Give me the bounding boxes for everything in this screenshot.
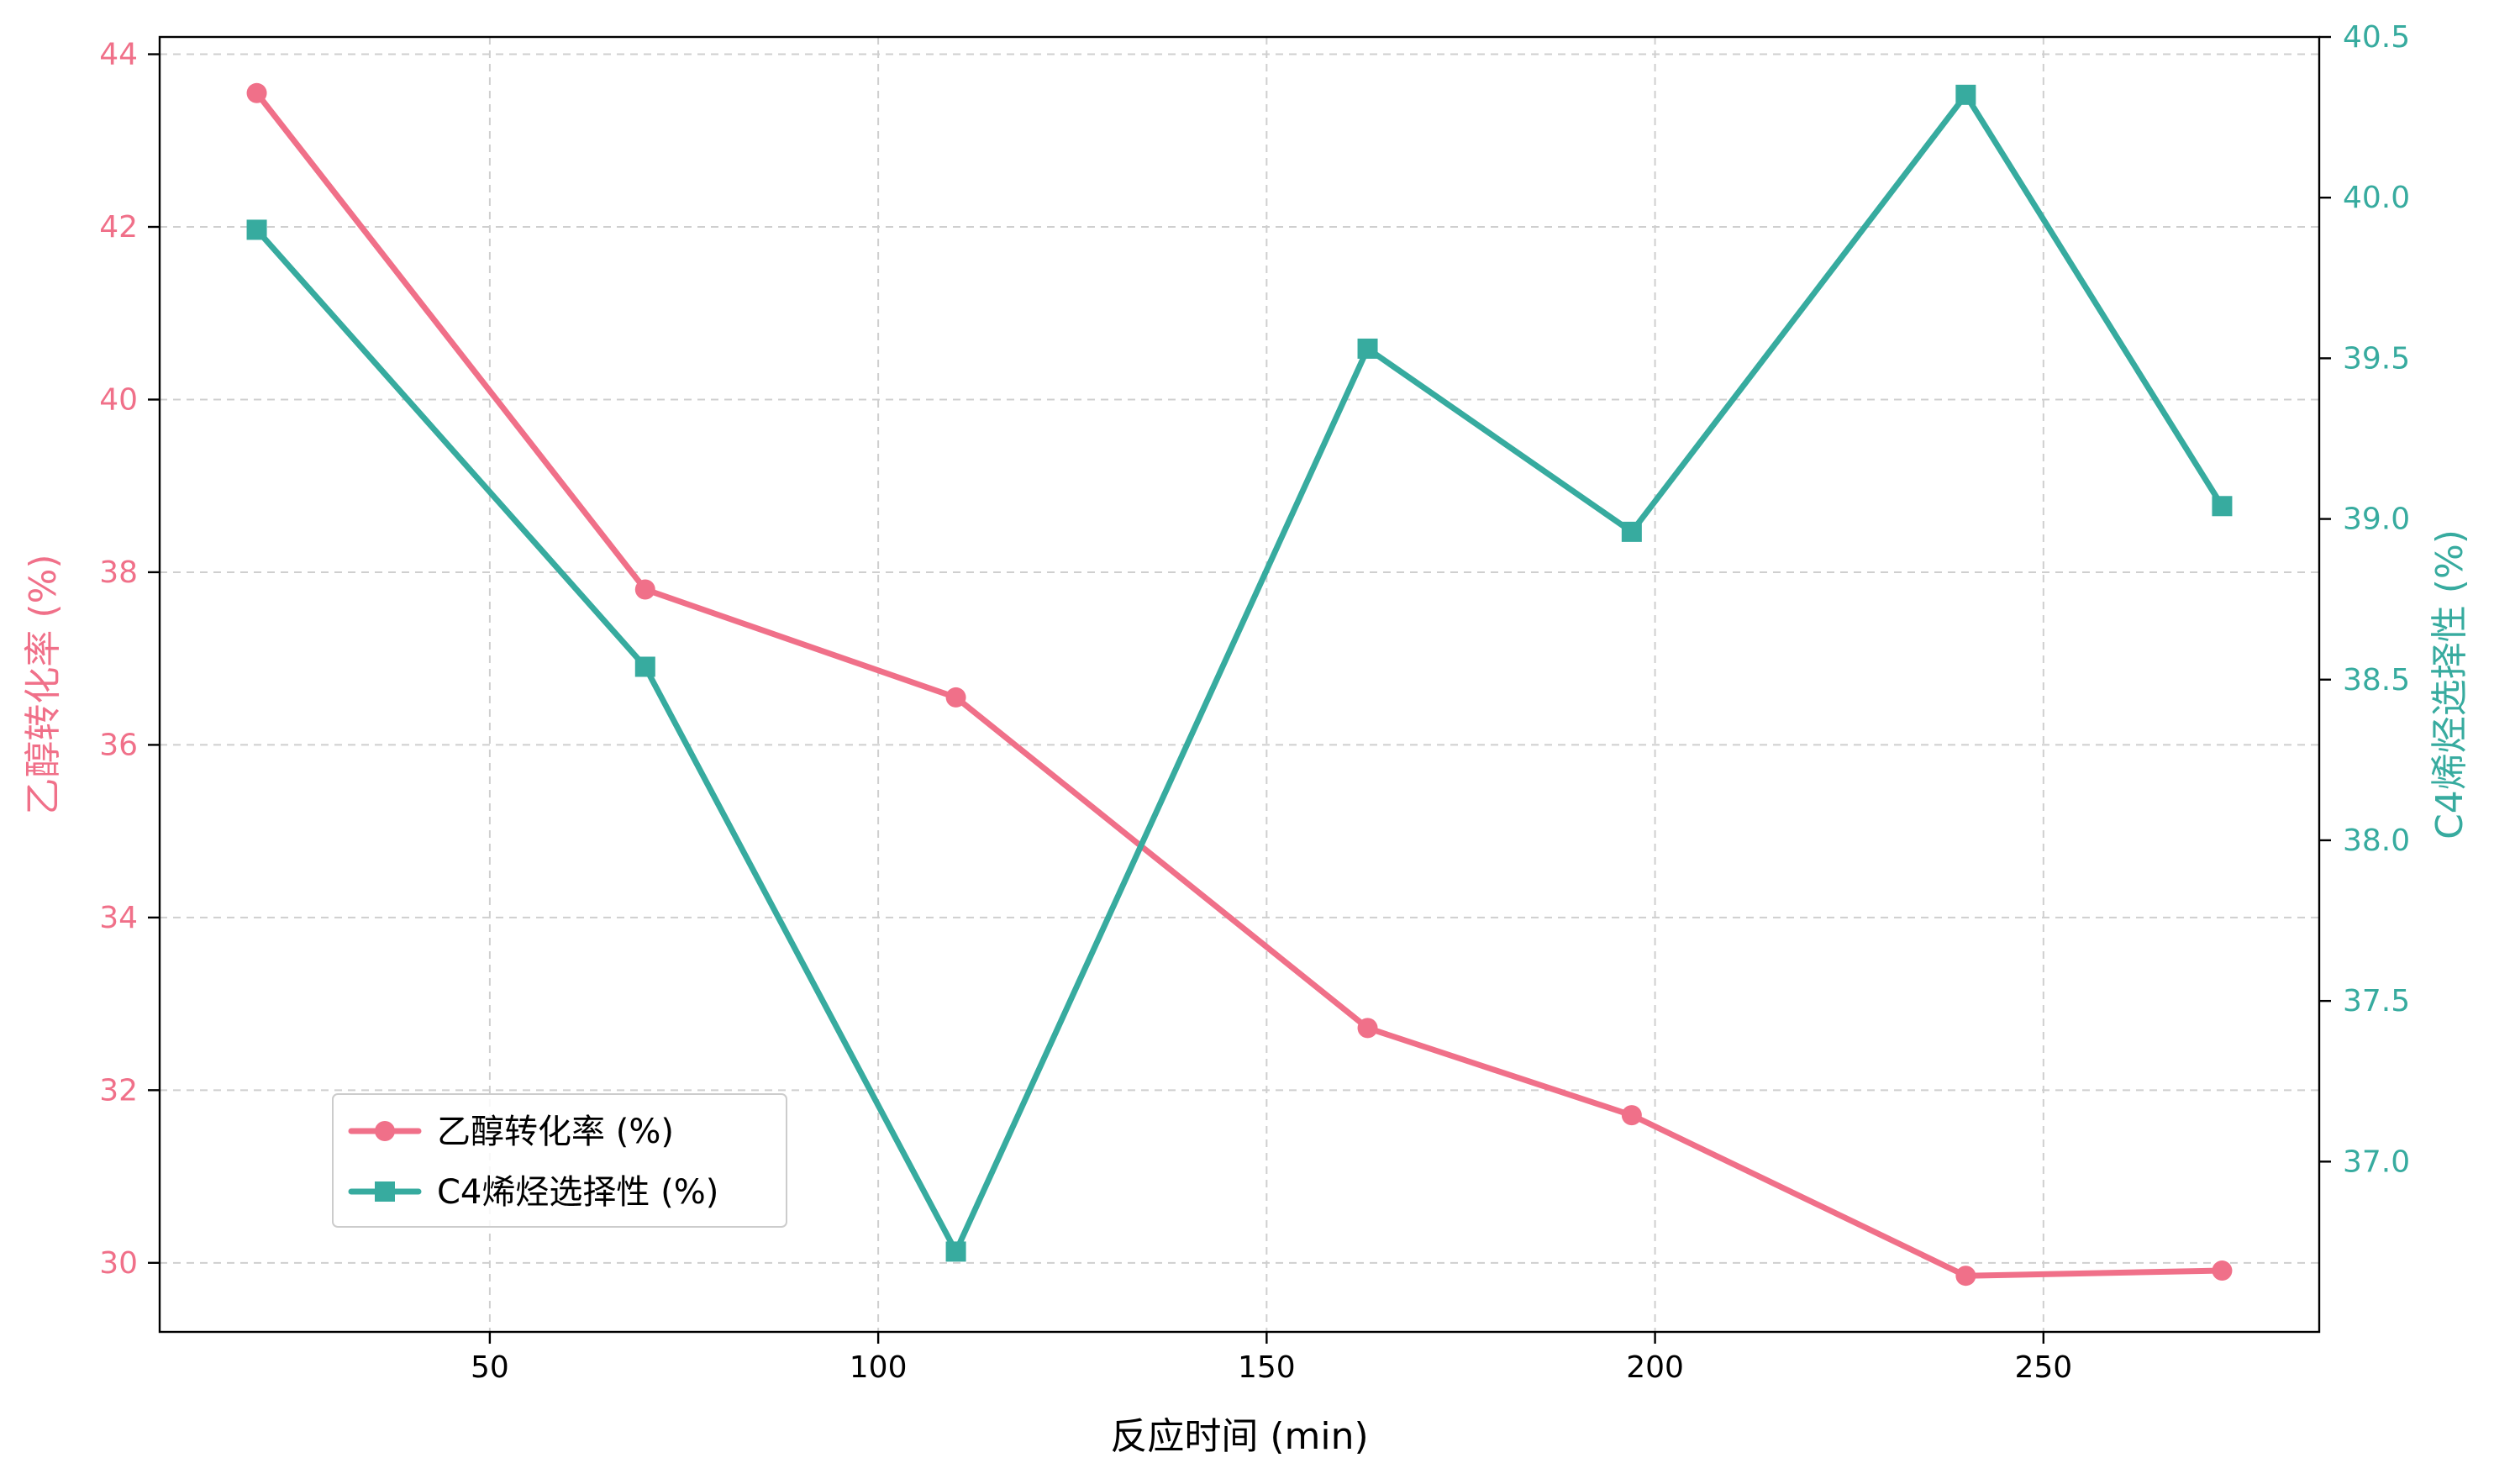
y-right-tick-label: 40.0 (2343, 181, 2410, 215)
x-tick-label: 50 (471, 1350, 509, 1385)
data-point-2 (1621, 521, 1642, 542)
y-left-tick-label: 42 (99, 210, 138, 245)
x-tick-label: 250 (2014, 1350, 2072, 1385)
data-point-2 (2212, 496, 2233, 517)
legend-label-2: C4烯烃选择性 (%) (437, 1173, 718, 1212)
data-point-1 (1955, 1266, 1976, 1287)
plot-frame (158, 35, 2321, 1334)
legend-label-1: 乙醇转化率 (%) (437, 1113, 674, 1151)
data-point-1 (2212, 1260, 2233, 1281)
x-axis-label: 反应时间 (min) (1110, 1415, 1368, 1458)
y-left-tick-label: 34 (99, 901, 138, 935)
x-tick-label: 200 (1626, 1350, 1684, 1385)
data-point-1 (634, 579, 655, 600)
y-right-tick-label: 37.5 (2343, 984, 2410, 1018)
y-right-tick-label: 39.0 (2343, 503, 2410, 537)
data-point-2 (634, 656, 655, 677)
y-right-tick-label: 39.5 (2343, 341, 2410, 376)
legend: 乙醇转化率 (%) C4烯烃选择性 (%) (332, 1093, 787, 1228)
legend-marker-2 (375, 1181, 395, 1202)
y-left-tick-label: 36 (99, 728, 138, 762)
y-left-tick-label: 44 (99, 38, 138, 72)
x-tick-label: 100 (850, 1350, 908, 1385)
y-left-tick-label: 30 (99, 1246, 138, 1281)
x-tick-label: 150 (1238, 1350, 1296, 1385)
data-point-2 (1955, 84, 1976, 105)
data-point-1 (246, 82, 267, 103)
y-right-tick-label: 38.5 (2343, 663, 2410, 697)
axes: 50 100 150 200 250 30 32 34 36 38 40 42 44 37.0 37.5 38… (22, 20, 2471, 1458)
y-right-tick-label: 37.0 (2343, 1145, 2410, 1179)
series-layer (246, 82, 2233, 1287)
y-left-tick-label: 38 (99, 555, 138, 590)
legend-box (332, 1093, 787, 1228)
y-right-tick-label: 38.0 (2343, 824, 2410, 858)
data-point-1 (945, 687, 966, 708)
data-point-1 (1357, 1018, 1378, 1039)
y-left-tick-label: 32 (99, 1073, 138, 1108)
data-point-2 (246, 219, 267, 240)
y-left-axis-label: 乙醇转化率 (%) (22, 554, 65, 814)
data-point-1 (1621, 1105, 1642, 1126)
y-right-tick-label: 40.5 (2343, 20, 2410, 55)
data-point-2 (1357, 338, 1378, 359)
grid (160, 37, 2319, 1332)
y-left-tick-label: 40 (99, 382, 138, 417)
y-right-axis-label: C4烯烃选择性 (%) (2428, 529, 2471, 839)
series-line-2 (254, 92, 2225, 1255)
data-point-2 (945, 1241, 966, 1262)
legend-marker-1 (375, 1121, 395, 1141)
